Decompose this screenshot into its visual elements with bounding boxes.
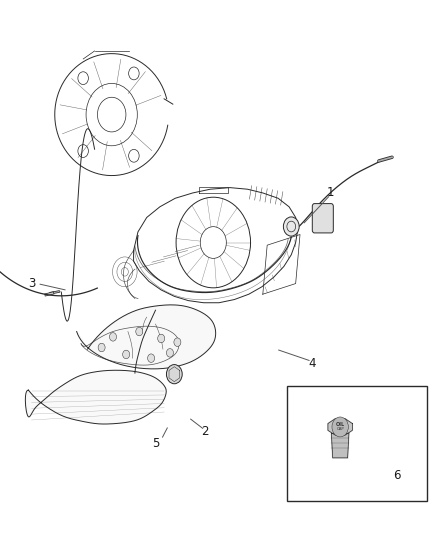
Text: 6: 6 bbox=[392, 469, 400, 482]
Polygon shape bbox=[77, 305, 215, 369]
FancyBboxPatch shape bbox=[312, 204, 333, 233]
Text: 5: 5 bbox=[152, 437, 159, 450]
Circle shape bbox=[166, 349, 173, 357]
Circle shape bbox=[158, 334, 165, 343]
Circle shape bbox=[174, 338, 181, 346]
Text: OIL: OIL bbox=[336, 422, 345, 427]
Circle shape bbox=[166, 365, 182, 384]
Circle shape bbox=[98, 343, 105, 352]
Text: 3: 3 bbox=[28, 277, 35, 290]
Circle shape bbox=[148, 354, 155, 362]
Circle shape bbox=[110, 333, 117, 341]
Circle shape bbox=[332, 417, 348, 437]
Text: 1: 1 bbox=[327, 187, 335, 199]
Circle shape bbox=[136, 327, 143, 336]
Circle shape bbox=[283, 217, 299, 236]
Text: 2: 2 bbox=[201, 425, 209, 438]
Polygon shape bbox=[328, 419, 352, 435]
Circle shape bbox=[123, 350, 130, 359]
Text: 4: 4 bbox=[308, 357, 316, 370]
Polygon shape bbox=[332, 433, 349, 458]
Bar bbox=[287, 386, 427, 501]
Text: CAP: CAP bbox=[336, 427, 344, 431]
Polygon shape bbox=[25, 370, 166, 424]
